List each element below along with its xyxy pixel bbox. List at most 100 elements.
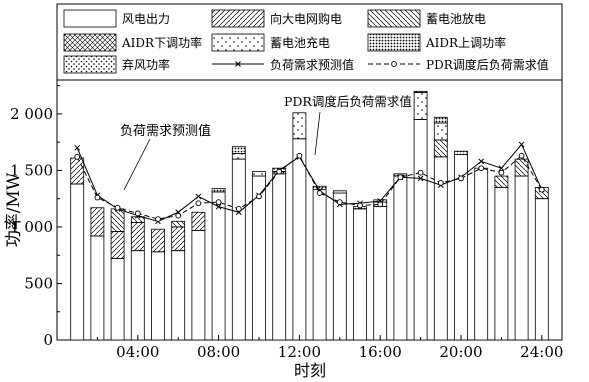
marker-pdr-h16 xyxy=(377,201,384,208)
legend-label-0: 风电出力 xyxy=(122,12,170,26)
bar-segment-s0-h6 xyxy=(171,250,186,341)
marker-pdr-h5 xyxy=(155,216,161,222)
bar-segment-s1-h5 xyxy=(151,228,165,253)
legend-swatch-3 xyxy=(63,33,117,52)
legend-swatch-6 xyxy=(63,55,117,74)
marker-pdr-h12 xyxy=(296,152,303,159)
bar-segment-s0-h17 xyxy=(393,175,408,341)
axes: 0 500 1 000 1 500 2 000 04:00 08:00 12:00 16:00 2… xyxy=(10,85,563,361)
legend-marker-x xyxy=(235,61,241,67)
marker-pdr-h9 xyxy=(235,206,242,212)
bar-segment-s1-h7 xyxy=(191,211,206,231)
marker-pdr-h11 xyxy=(276,168,283,175)
bar-segment-s0-h4 xyxy=(130,250,145,341)
legend-label-6: 弃风功率 xyxy=(122,57,170,72)
bar-segment-s0-h16 xyxy=(373,206,388,341)
bar-segment-s1-h6 xyxy=(171,226,186,252)
marker-pdr-h15 xyxy=(357,202,363,209)
marker-pdr-h17 xyxy=(397,174,404,181)
x-tick-label: 08:00 xyxy=(197,343,240,361)
legend-swatch-1 xyxy=(211,9,265,28)
bar-segment-s5-h20 xyxy=(454,150,468,156)
x-tick-label: 24:00 xyxy=(520,343,563,361)
bar-segment-s0-h8 xyxy=(211,191,226,341)
marker-forecast-h18 xyxy=(417,175,424,182)
legend-label-4: 蓄电池充电 xyxy=(270,35,330,50)
bar-segment-s2-h19 xyxy=(433,139,448,158)
y-axis-title: 功率/MW xyxy=(4,172,24,247)
bar-segment-s0-h15 xyxy=(353,208,367,341)
legend-label-3: AIDR下调功率 xyxy=(121,35,202,50)
annotation-forecast: 负荷需求预测值 xyxy=(120,123,211,191)
bar-segment-s5-h14 xyxy=(332,190,347,194)
y-tick-label: 0 xyxy=(43,331,53,349)
marker-pdr-h8 xyxy=(215,199,222,205)
marker-pdr-h6 xyxy=(175,212,182,219)
bar-segment-s0-h21 xyxy=(474,167,489,341)
legend-line-label-0: 负荷需求预测值 xyxy=(270,57,354,72)
marker-pdr-h1 xyxy=(74,154,81,160)
legend-label-1: 向大电网购电 xyxy=(270,11,342,26)
marker-pdr-h7 xyxy=(195,200,202,207)
annotation-pdr-label: PDR调度后负荷需求值 xyxy=(284,94,412,109)
bar-segment-s2-h6 xyxy=(171,220,186,228)
bar-segment-s0-h23 xyxy=(514,175,529,341)
marker-pdr-h14 xyxy=(336,199,343,205)
legend-swatch-0 xyxy=(63,9,117,28)
bar-segment-s2-h22 xyxy=(494,175,509,188)
legend-swatch-5 xyxy=(367,33,421,52)
bar-segment-s0-h12 xyxy=(292,138,307,341)
y-tick-label: 500 xyxy=(24,274,53,292)
marker-pdr-h19 xyxy=(437,180,444,186)
marker-pdr-h22 xyxy=(498,169,505,176)
legend-swatch-4 xyxy=(211,33,265,52)
bar-segment-s4-h12 xyxy=(292,112,307,140)
marker-pdr-h24 xyxy=(538,186,545,193)
marker-pdr-h21 xyxy=(478,165,485,172)
bar-segment-s5-h8 xyxy=(211,188,226,193)
bar-segment-s0-h11 xyxy=(272,173,287,341)
y-tick-label: 2 000 xyxy=(10,105,53,123)
bar-segment-s1-h2 xyxy=(90,207,105,237)
bar-segment-s0-h20 xyxy=(454,154,468,341)
marker-forecast-h23 xyxy=(518,141,525,148)
legend-label-5: AIDR上调功率 xyxy=(425,35,506,50)
bar-segment-s1-h1 xyxy=(70,157,85,185)
marker-pdr-h2 xyxy=(94,194,101,201)
legend-marker-o xyxy=(391,61,397,67)
legend-line-label-1: PDR调度后负荷需求值 xyxy=(426,57,549,72)
bar-segment-s1-h3 xyxy=(110,231,125,260)
x-tick-label: 20:00 xyxy=(439,343,482,361)
bar-segment-s0-h22 xyxy=(494,186,509,341)
bar-segment-s0-h9 xyxy=(231,158,246,341)
x-tick-label: 04:00 xyxy=(116,343,159,361)
legend: 风电出力 向大电网购电 蓄电池放电 AIDR下调功率 蓄电池充电 AIDR上调功率弃风功率… xyxy=(63,9,549,74)
bar-segment-s4-h10 xyxy=(252,171,266,177)
bar-segment-s5-h19 xyxy=(433,116,448,124)
marker-forecast-h22 xyxy=(498,165,505,172)
legend-box xyxy=(56,3,563,81)
marker-forecast-h7 xyxy=(195,193,202,200)
legend-label-2: 蓄电池放电 xyxy=(426,11,486,26)
marker-forecast-h1 xyxy=(74,144,81,151)
x-tick-label: 12:00 xyxy=(278,343,321,361)
bar-segment-s0-h3 xyxy=(110,258,125,341)
bar-segment-s2-h23 xyxy=(514,158,529,177)
marker-pdr-h3 xyxy=(114,204,121,211)
y-tick-label: 1 000 xyxy=(10,218,53,236)
marker-pdr-h23 xyxy=(518,152,525,159)
bar-segment-s4-h19 xyxy=(433,122,448,141)
bar-segment-s5-h13 xyxy=(312,185,327,191)
x-tick-label: 16:00 xyxy=(359,343,402,361)
bar-segment-s0-h18 xyxy=(413,119,428,341)
annotation-pdr: PDR调度后负荷需求值 xyxy=(284,94,412,156)
bar-segment-s5-h9 xyxy=(231,146,246,154)
bar-segment-s2-h4 xyxy=(130,216,145,223)
line-pdr xyxy=(76,154,543,220)
bar-segment-s0-h2 xyxy=(90,235,105,341)
bar-segment-s0-h1 xyxy=(70,183,85,341)
marker-pdr-h4 xyxy=(134,210,141,217)
line-forecast xyxy=(76,143,543,222)
bar-segment-s0-h7 xyxy=(191,229,206,341)
